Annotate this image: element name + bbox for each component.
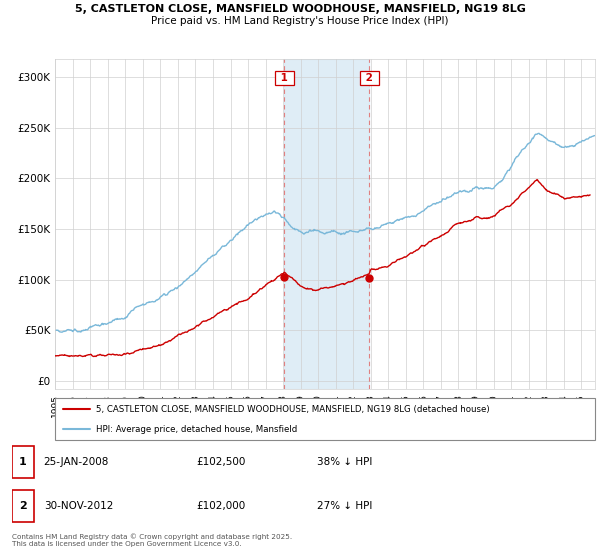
Text: 2: 2 bbox=[19, 501, 27, 511]
Bar bbox=[284, 59, 370, 389]
Text: Price paid vs. HM Land Registry's House Price Index (HPI): Price paid vs. HM Land Registry's House … bbox=[151, 16, 449, 26]
FancyBboxPatch shape bbox=[12, 446, 34, 478]
Text: 27% ↓ HPI: 27% ↓ HPI bbox=[317, 501, 373, 511]
Text: 1: 1 bbox=[19, 457, 27, 467]
Text: 2: 2 bbox=[362, 73, 377, 83]
Text: 30-NOV-2012: 30-NOV-2012 bbox=[44, 501, 113, 511]
Text: HPI: Average price, detached house, Mansfield: HPI: Average price, detached house, Mans… bbox=[96, 424, 297, 433]
Text: 5, CASTLETON CLOSE, MANSFIELD WOODHOUSE, MANSFIELD, NG19 8LG: 5, CASTLETON CLOSE, MANSFIELD WOODHOUSE,… bbox=[74, 4, 526, 14]
FancyBboxPatch shape bbox=[12, 490, 34, 522]
Text: £102,500: £102,500 bbox=[196, 457, 245, 467]
FancyBboxPatch shape bbox=[55, 398, 595, 440]
Text: 1: 1 bbox=[277, 73, 292, 83]
Text: Contains HM Land Registry data © Crown copyright and database right 2025.
This d: Contains HM Land Registry data © Crown c… bbox=[12, 533, 292, 547]
Text: 5, CASTLETON CLOSE, MANSFIELD WOODHOUSE, MANSFIELD, NG19 8LG (detached house): 5, CASTLETON CLOSE, MANSFIELD WOODHOUSE,… bbox=[96, 405, 490, 414]
Text: £102,000: £102,000 bbox=[196, 501, 245, 511]
Text: 25-JAN-2008: 25-JAN-2008 bbox=[44, 457, 109, 467]
Text: 38% ↓ HPI: 38% ↓ HPI bbox=[317, 457, 373, 467]
